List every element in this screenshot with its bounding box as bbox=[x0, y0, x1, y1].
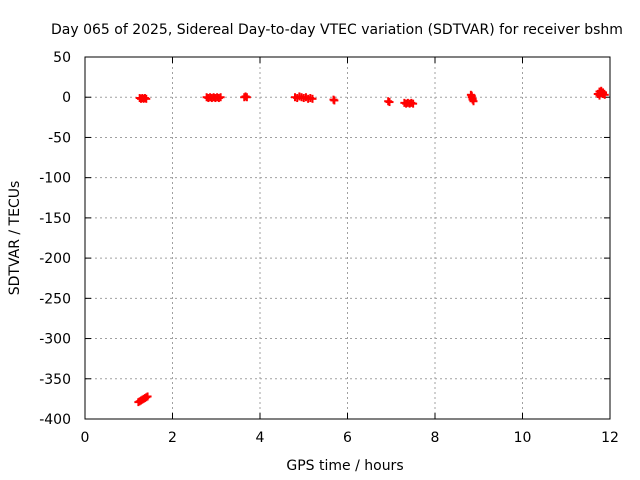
data-point bbox=[242, 93, 251, 102]
y-tick-label: -350 bbox=[39, 372, 71, 388]
chart-title: Day 065 of 2025, Sidereal Day-to-day VTE… bbox=[51, 22, 623, 38]
y-tick-label: 50 bbox=[53, 50, 71, 66]
y-tick-label: -50 bbox=[48, 130, 71, 146]
x-tick-label: 12 bbox=[601, 430, 619, 446]
data-point bbox=[330, 96, 339, 105]
data-point bbox=[409, 99, 418, 108]
y-tick-label: -200 bbox=[39, 251, 71, 267]
x-tick-label: 6 bbox=[343, 430, 352, 446]
data-point bbox=[142, 94, 151, 103]
x-tick-label: 4 bbox=[256, 430, 265, 446]
data-point bbox=[385, 98, 394, 107]
y-tick-label: -150 bbox=[39, 211, 71, 227]
x-tick-label: 2 bbox=[168, 430, 177, 446]
x-tick-label: 0 bbox=[81, 430, 90, 446]
y-tick-label: -300 bbox=[39, 332, 71, 348]
x-tick-labels: 0 2 4 6 8 10 12 bbox=[81, 430, 619, 446]
data-point bbox=[599, 90, 607, 99]
data-point bbox=[143, 392, 152, 401]
x-tick-label: 8 bbox=[431, 430, 440, 446]
grid-lines bbox=[85, 57, 610, 419]
x-tick-label: 10 bbox=[514, 430, 532, 446]
y-tick-label: -100 bbox=[39, 171, 71, 187]
x-axis-label: GPS time / hours bbox=[286, 458, 403, 474]
axis-ticks bbox=[84, 56, 611, 420]
y-tick-label: -250 bbox=[39, 291, 71, 307]
data-point bbox=[308, 94, 317, 103]
y-tick-label: 0 bbox=[62, 90, 71, 106]
data-point bbox=[216, 93, 225, 102]
y-axis-label: SDTVAR / TECUs bbox=[7, 181, 23, 296]
y-tick-labels: 50 0 -50 -100 -150 -200 -250 -300 -350 -400 bbox=[39, 50, 71, 428]
y-tick-label: -400 bbox=[39, 412, 71, 428]
data-points bbox=[134, 86, 609, 407]
data-point bbox=[468, 94, 477, 103]
